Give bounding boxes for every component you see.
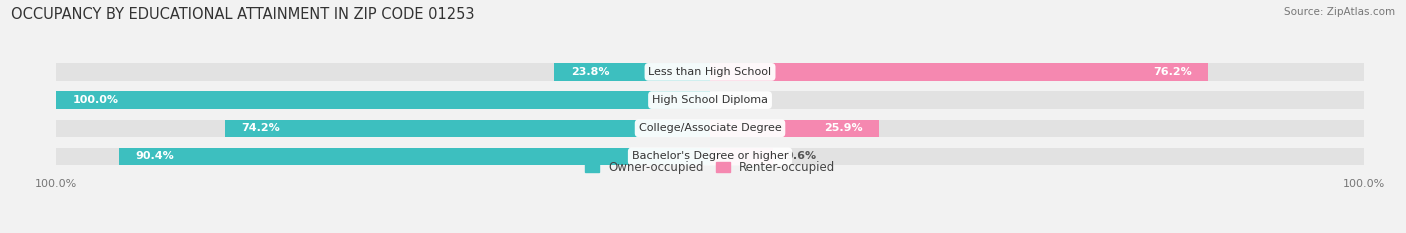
Bar — [56, 63, 710, 81]
Bar — [56, 91, 710, 109]
Text: OCCUPANCY BY EDUCATIONAL ATTAINMENT IN ZIP CODE 01253: OCCUPANCY BY EDUCATIONAL ATTAINMENT IN Z… — [11, 7, 475, 22]
Text: Less than High School: Less than High School — [648, 67, 772, 77]
Text: 9.6%: 9.6% — [786, 151, 817, 161]
Text: 100.0%: 100.0% — [73, 95, 118, 105]
Text: Source: ZipAtlas.com: Source: ZipAtlas.com — [1284, 7, 1395, 17]
Bar — [554, 63, 710, 81]
Bar — [710, 63, 1208, 81]
Text: 90.4%: 90.4% — [135, 151, 174, 161]
Bar — [710, 63, 1364, 81]
Bar — [710, 148, 773, 165]
Legend: Owner-occupied, Renter-occupied: Owner-occupied, Renter-occupied — [579, 156, 841, 178]
Bar — [56, 91, 710, 109]
Text: College/Associate Degree: College/Associate Degree — [638, 123, 782, 133]
Bar — [56, 148, 710, 165]
Text: Bachelor's Degree or higher: Bachelor's Degree or higher — [631, 151, 789, 161]
Bar — [120, 148, 710, 165]
Bar — [56, 120, 710, 137]
Text: 25.9%: 25.9% — [824, 123, 863, 133]
Bar — [710, 120, 1364, 137]
Text: 74.2%: 74.2% — [242, 123, 280, 133]
Bar — [710, 91, 1364, 109]
Bar — [710, 120, 879, 137]
Text: 0.0%: 0.0% — [723, 95, 754, 105]
Bar — [710, 148, 1364, 165]
Text: 76.2%: 76.2% — [1153, 67, 1192, 77]
Text: High School Diploma: High School Diploma — [652, 95, 768, 105]
Bar — [225, 120, 710, 137]
Text: 23.8%: 23.8% — [571, 67, 609, 77]
